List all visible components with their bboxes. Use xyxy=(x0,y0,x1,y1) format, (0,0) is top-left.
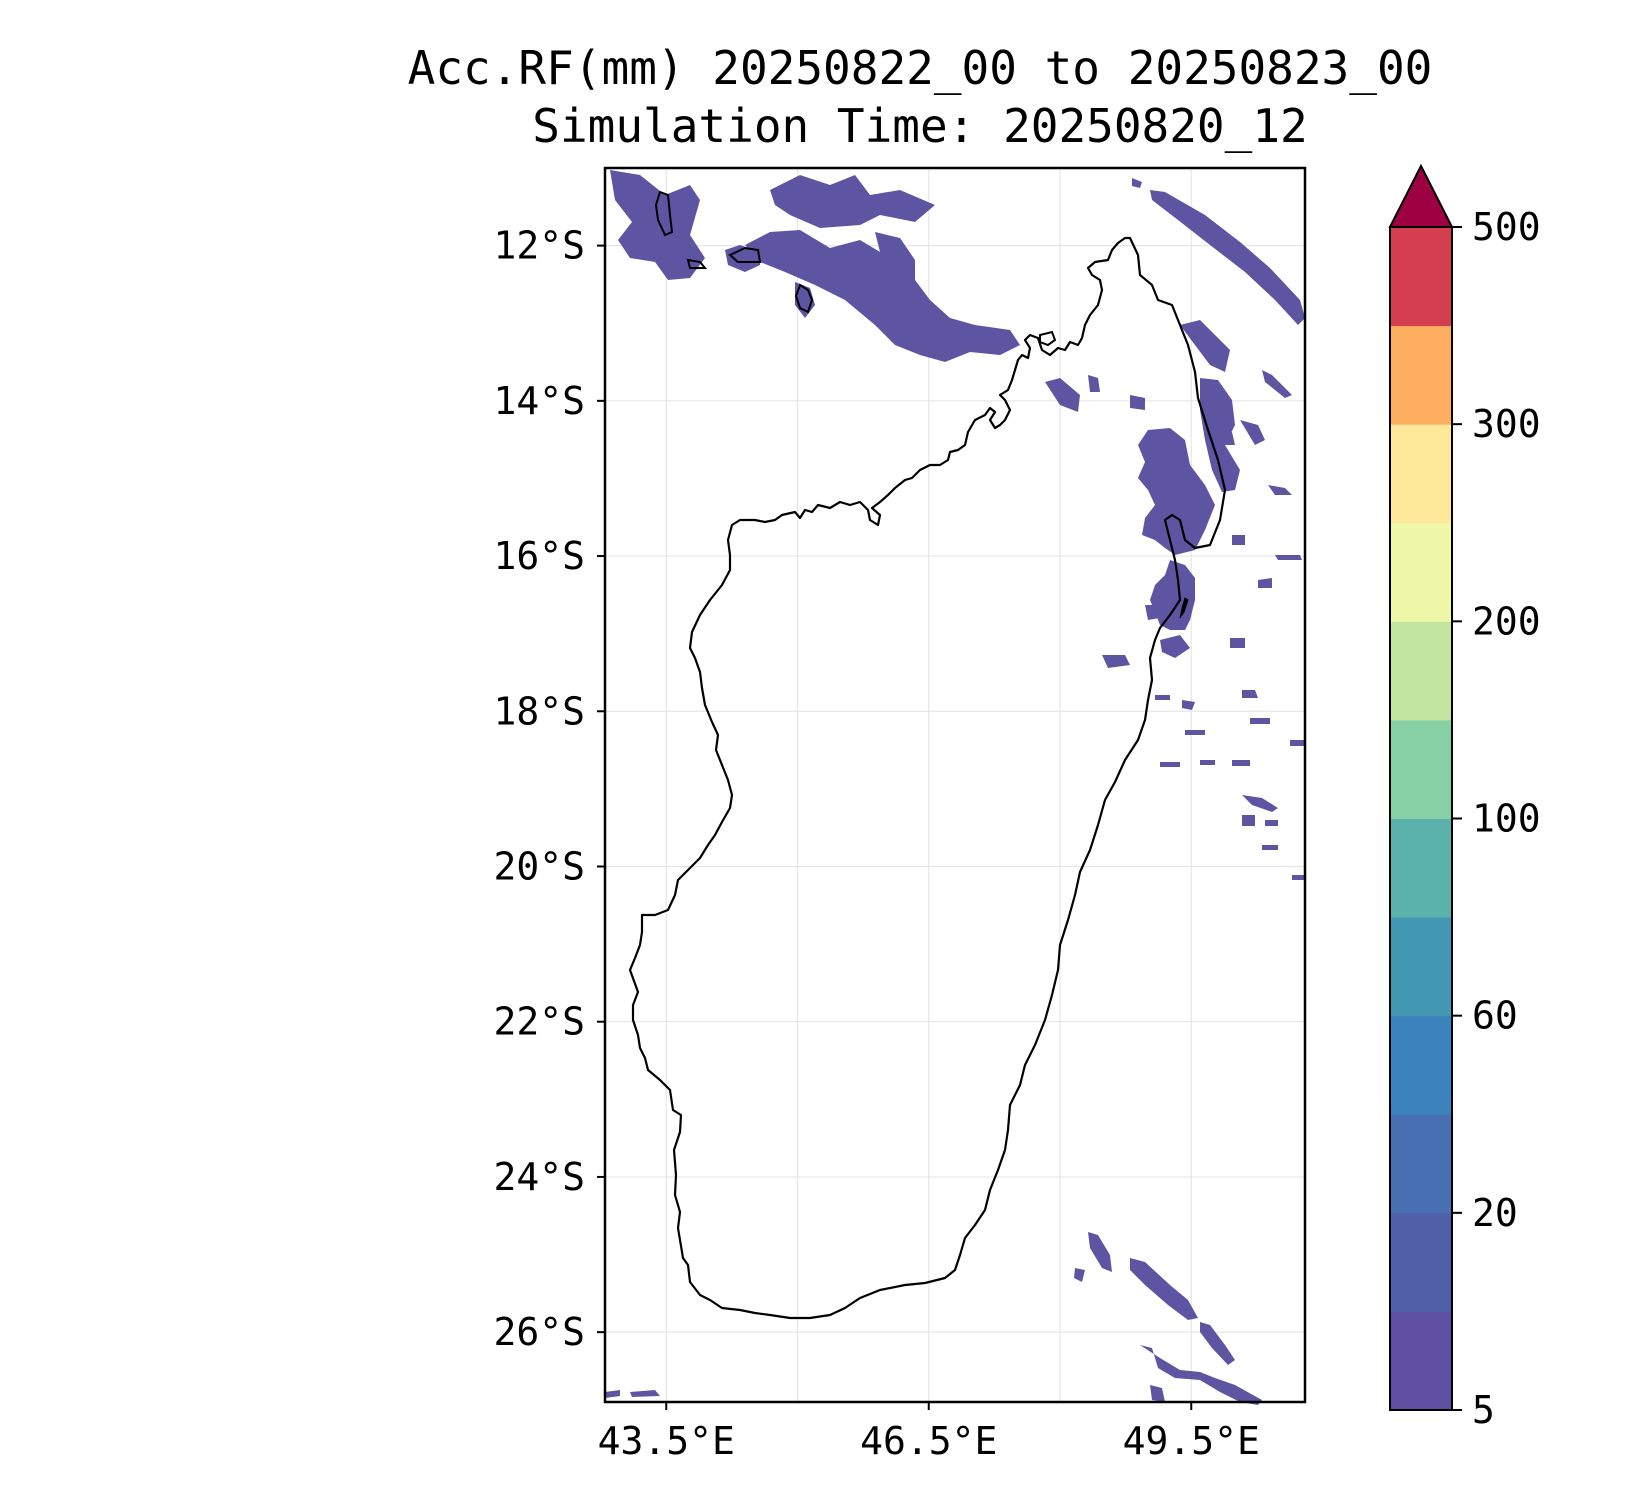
rain-area xyxy=(610,170,705,280)
lat-tick-label: 18°S xyxy=(493,689,585,733)
rain-area xyxy=(1250,718,1270,724)
rain-area xyxy=(1292,875,1304,880)
colorbar-segment xyxy=(1390,818,1452,918)
island-moheli-outline xyxy=(686,258,708,269)
rain-area xyxy=(1265,820,1278,826)
chart-title: Acc.RF(mm) 20250822_00 to 20250823_00 xyxy=(407,41,1433,95)
colorbar-tick-label: 60 xyxy=(1472,994,1518,1038)
colorbar-segment xyxy=(1390,719,1452,819)
island-grande-comore-outline xyxy=(654,190,674,237)
colorbar-tick-label: 500 xyxy=(1472,205,1541,249)
rain-area xyxy=(1182,700,1195,710)
rain-area xyxy=(1088,375,1100,392)
colorbar-segment xyxy=(1390,227,1452,327)
rain-area xyxy=(630,1390,660,1397)
lat-tick-label: 24°S xyxy=(493,1155,585,1199)
rain-area xyxy=(1290,740,1305,746)
rain-area xyxy=(1258,578,1272,588)
island-mayotte-outline xyxy=(794,283,814,314)
rain-area xyxy=(1262,845,1278,850)
rain-area xyxy=(770,175,935,228)
rain-area xyxy=(1160,635,1190,658)
colorbar-segment xyxy=(1390,424,1452,524)
rain-area xyxy=(1200,760,1215,765)
colorbar-segment xyxy=(1390,1015,1452,1115)
rain-area xyxy=(1145,605,1160,620)
rain-area xyxy=(725,245,760,272)
rain-area xyxy=(1180,320,1230,372)
rain-area xyxy=(1150,190,1305,325)
rain-area xyxy=(1088,1232,1112,1272)
colorbar-segment xyxy=(1390,1212,1452,1312)
rain-area xyxy=(605,1390,620,1398)
colorbar: 5 20 60 100 200 300 500 xyxy=(1388,163,1541,1432)
rain-area xyxy=(1240,420,1265,445)
rain-area xyxy=(1130,395,1145,410)
rain-area xyxy=(1230,638,1245,648)
lat-tick-label: 14°S xyxy=(493,379,585,423)
chart-subtitle: Simulation Time: 20250820_12 xyxy=(532,99,1308,153)
colorbar-segment xyxy=(1390,1311,1452,1411)
rain-area xyxy=(640,232,662,248)
rain-area xyxy=(1102,655,1130,668)
island-sainte-marie-outline xyxy=(1179,597,1189,619)
rain-area xyxy=(1150,560,1195,630)
rain-area xyxy=(1132,178,1142,188)
colorbar-tick-label: 200 xyxy=(1472,599,1541,643)
colorbar-tick-label: 300 xyxy=(1472,402,1541,446)
colorbar-tick-label: 20 xyxy=(1472,1191,1518,1235)
rain-area xyxy=(1140,1345,1262,1405)
rain-area xyxy=(745,230,1020,362)
rain-area xyxy=(1232,760,1250,766)
colorbar-tick-label: 100 xyxy=(1472,797,1541,841)
rain-area xyxy=(1275,555,1302,560)
lon-tick-label: 49.5°E xyxy=(1123,1419,1260,1463)
island-nosy-be-outline xyxy=(1039,330,1057,347)
map-frame xyxy=(603,166,1307,1404)
rain-area xyxy=(1150,1385,1165,1402)
colorbar-segment xyxy=(1390,1114,1452,1214)
rain-area xyxy=(1074,1268,1085,1282)
madagascar-coastline xyxy=(628,236,1227,1320)
colorbar-segment xyxy=(1390,522,1452,622)
rain-area xyxy=(1232,535,1245,545)
colorbar-extend-arrow xyxy=(1388,163,1454,228)
map-gridlines xyxy=(605,168,1305,1402)
lat-tick-label: 26°S xyxy=(493,1310,585,1354)
lat-tick-label: 16°S xyxy=(493,534,585,578)
colorbar-segment xyxy=(1390,621,1452,721)
rain-area xyxy=(1160,762,1180,767)
lat-tick-label: 12°S xyxy=(493,224,585,268)
lat-tick-label: 20°S xyxy=(493,844,585,888)
rain-area xyxy=(1155,695,1170,700)
island-anjouan-outline xyxy=(728,246,762,263)
rain-area xyxy=(1242,795,1278,812)
rain-area xyxy=(1222,430,1235,445)
colorbar-segment xyxy=(1390,325,1452,425)
lon-tick-label: 46.5°E xyxy=(860,1419,997,1463)
rain-area xyxy=(1185,730,1205,735)
rain-area xyxy=(1200,378,1240,492)
rain-area xyxy=(1130,1258,1198,1320)
rain-area xyxy=(1242,815,1255,826)
rain-area xyxy=(1045,378,1080,412)
rain-area xyxy=(1200,1322,1235,1365)
colorbar-segment xyxy=(1390,917,1452,1017)
rain-area xyxy=(1138,428,1215,555)
axis-ticks: 12°S 14°S 16°S 18°S 20°S 22°S 24°S 26°S 43.5°E 46… xyxy=(493,224,1259,1463)
rain-area xyxy=(1242,690,1258,698)
rain-area xyxy=(1268,485,1292,495)
rainfall-areas xyxy=(605,170,1305,1405)
rain-area xyxy=(1262,370,1292,398)
lat-tick-label: 22°S xyxy=(493,1000,585,1044)
colorbar-tick-label: 5 xyxy=(1472,1388,1495,1432)
lon-tick-label: 43.5°E xyxy=(598,1419,735,1463)
